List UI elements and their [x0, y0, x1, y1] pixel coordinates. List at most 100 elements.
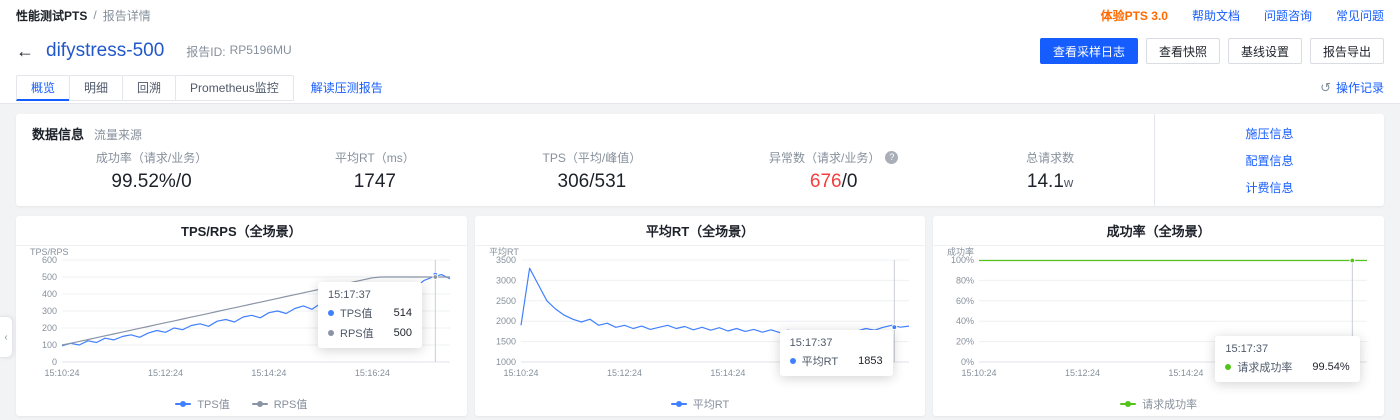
tab-overview[interactable]: 概览 — [16, 74, 71, 101]
svg-text:TPS/RPS: TPS/RPS — [30, 247, 69, 257]
pressure-info-link[interactable]: 施压信息 — [1245, 126, 1294, 141]
svg-text:40%: 40% — [956, 316, 974, 326]
metric-value: 1747 — [353, 170, 397, 192]
metric-value: 99.52%/0 — [111, 170, 192, 192]
tooltip-series-label: RPS值 — [340, 328, 374, 340]
legend-item[interactable]: 平均RT — [670, 396, 729, 412]
metric-label: 成功率（请求/业务） — [95, 150, 208, 165]
interpret-report-link[interactable]: 解读压测报告 — [310, 81, 383, 95]
legend-line-icon — [251, 400, 268, 408]
legend-item[interactable]: RPS值 — [251, 396, 307, 412]
chart-card-success-rate: 成功率（全场景） 成功率 0% 20% 40% 60% 80% 100% 15:10:24 15:… — [933, 216, 1385, 416]
link-consult[interactable]: 问题咨询 — [1263, 8, 1312, 23]
breadcrumb-root[interactable]: 性能测试PTS — [16, 8, 88, 23]
chart-title: TPS/RPS（全场景） — [16, 216, 467, 246]
svg-text:15:10:24: 15:10:24 — [44, 368, 79, 378]
tooltip-row: TPS值 514 — [328, 305, 412, 321]
tab-traceback[interactable]: 回溯 — [122, 74, 177, 101]
header-buttons: 查看采样日志 查看快照 基线设置 报告导出 — [1039, 38, 1384, 64]
link-help-docs[interactable]: 帮助文档 — [1191, 8, 1240, 23]
chart-tooltip: 15:17:37 TPS值 514 RPS值 500 — [318, 282, 422, 348]
metric-value: 14.1w — [1027, 171, 1073, 193]
svg-text:15:14:24: 15:14:24 — [1169, 368, 1204, 378]
hover-point-icon — [1349, 257, 1356, 264]
legend-line-icon — [670, 400, 687, 408]
tooltip-row: RPS值 500 — [328, 325, 412, 341]
tooltip-series-value: 1853 — [858, 355, 883, 367]
svg-text:100: 100 — [42, 340, 57, 350]
svg-text:15:14:24: 15:14:24 — [251, 368, 286, 378]
tooltip-row: 请求成功率 99.54% — [1225, 359, 1350, 375]
billing-info-link[interactable]: 计费信息 — [1245, 180, 1294, 195]
main-content: 数据信息 流量来源 成功率（请求/业务） 99.52%/0 平均RT（ms） 1… — [0, 104, 1400, 416]
chart-plot: 成功率 0% 20% 40% 60% 80% 100% 15:10:24 15:12:24 15:… — [943, 246, 1374, 396]
svg-text:15:12:24: 15:12:24 — [148, 368, 183, 378]
summary-side-links: 施压信息 配置信息 计费信息 — [1154, 114, 1384, 206]
data-summary-card: 数据信息 流量来源 成功率（请求/业务） 99.52%/0 平均RT（ms） 1… — [16, 114, 1384, 206]
svg-text:60%: 60% — [956, 296, 974, 306]
svg-text:400: 400 — [42, 289, 57, 299]
metric-label: TPS（平均/峰值） — [542, 150, 642, 165]
svg-text:0%: 0% — [961, 357, 974, 367]
breadcrumb-separator: / — [93, 8, 97, 22]
help-icon[interactable]: ? — [885, 150, 899, 164]
svg-text:20%: 20% — [956, 337, 974, 347]
summary-main: 数据信息 流量来源 成功率（请求/业务） 99.52%/0 平均RT（ms） 1… — [16, 114, 1154, 206]
baseline-settings-button[interactable]: 基线设置 — [1227, 38, 1302, 64]
svg-text:1500: 1500 — [496, 337, 516, 347]
legend-item[interactable]: 请求成功率 — [1120, 396, 1197, 412]
svg-text:3500: 3500 — [496, 255, 516, 265]
legend-item[interactable]: TPS值 — [175, 396, 230, 412]
history-icon: ↺ — [1320, 79, 1331, 95]
tabs: 概览 明细 回溯 Prometheus监控 — [16, 74, 294, 101]
legend-line-icon — [1120, 400, 1137, 408]
report-export-button[interactable]: 报告导出 — [1309, 38, 1384, 64]
hover-point-icon — [891, 324, 897, 331]
tab-prometheus[interactable]: Prometheus监控 — [175, 74, 294, 101]
tooltip-series-value: 99.54% — [1312, 361, 1350, 373]
tooltip-series-value: 500 — [393, 327, 412, 339]
view-sample-log-button[interactable]: 查看采样日志 — [1039, 38, 1138, 64]
view-snapshot-button[interactable]: 查看快照 — [1145, 38, 1220, 64]
operation-history-label: 操作记录 — [1335, 81, 1384, 95]
back-arrow-icon[interactable]: ← — [16, 40, 34, 61]
svg-text:成功率: 成功率 — [947, 246, 974, 257]
metrics-row: 成功率（请求/业务） 99.52%/0 平均RT（ms） 1747 TPS（平均… — [32, 143, 1138, 198]
metric-exceptions: 异常数（请求/业务） ? 676/0 — [768, 149, 899, 193]
svg-text:15:10:24: 15:10:24 — [503, 368, 538, 378]
metric-value-rest: /0 — [841, 170, 858, 192]
metric-success-rate: 成功率（请求/业务） 99.52%/0 — [96, 149, 207, 193]
topbar: 性能测试PTS / 报告详情 体验PTS 3.0 帮助文档 问题咨询 常见问题 — [0, 0, 1400, 30]
svg-text:80%: 80% — [956, 275, 974, 285]
svg-text:15:12:24: 15:12:24 — [1065, 368, 1100, 378]
metric-value-error: 676 — [809, 170, 842, 192]
legend-line-icon — [175, 400, 192, 408]
metric-label: 平均RT（ms） — [334, 150, 415, 165]
chart-tooltip: 15:17:37 平均RT 1853 — [779, 330, 893, 376]
metric-tps: TPS（平均/峰值） 306/531 — [543, 149, 642, 193]
operation-history-link[interactable]: ↺ 操作记录 — [1320, 79, 1384, 96]
metric-label-text: 异常数（请求/业务） — [768, 150, 881, 165]
tooltip-series-label: 平均RT — [801, 356, 839, 368]
svg-text:15:16:24: 15:16:24 — [355, 368, 390, 378]
svg-text:平均RT: 平均RT — [489, 246, 519, 257]
svg-text:2000: 2000 — [496, 316, 516, 326]
metric-value-number: 14.1 — [1026, 170, 1064, 192]
tabbar: 概览 明细 回溯 Prometheus监控 解读压测报告 ↺ 操作记录 — [0, 72, 1400, 104]
svg-text:0: 0 — [52, 357, 57, 367]
tooltip-row: 平均RT 1853 — [789, 353, 883, 369]
metric-total-requests: 总请求数 14.1w — [1026, 149, 1074, 193]
config-info-link[interactable]: 配置信息 — [1245, 153, 1294, 168]
chart-plot: 平均RT 1000 1500 2000 2500 3000 3500 15:10:24 15:1… — [485, 246, 916, 396]
svg-text:200: 200 — [42, 323, 57, 333]
charts-row: TPS/RPS（全场景） TPS/RPS 0 100 200 300 400 500 600 15… — [16, 216, 1385, 416]
tooltip-series-value: 514 — [393, 307, 412, 319]
panel-collapse-handle[interactable]: ‹ — [0, 316, 13, 358]
svg-text:100%: 100% — [951, 255, 974, 265]
summary-title: 数据信息 — [32, 127, 85, 142]
svg-text:2500: 2500 — [496, 296, 516, 306]
link-faq[interactable]: 常见问题 — [1335, 8, 1384, 23]
link-pts3[interactable]: 体验PTS 3.0 — [1100, 8, 1168, 23]
chart-title: 平均RT（全场景） — [474, 216, 926, 246]
tab-detail[interactable]: 明细 — [69, 74, 124, 101]
